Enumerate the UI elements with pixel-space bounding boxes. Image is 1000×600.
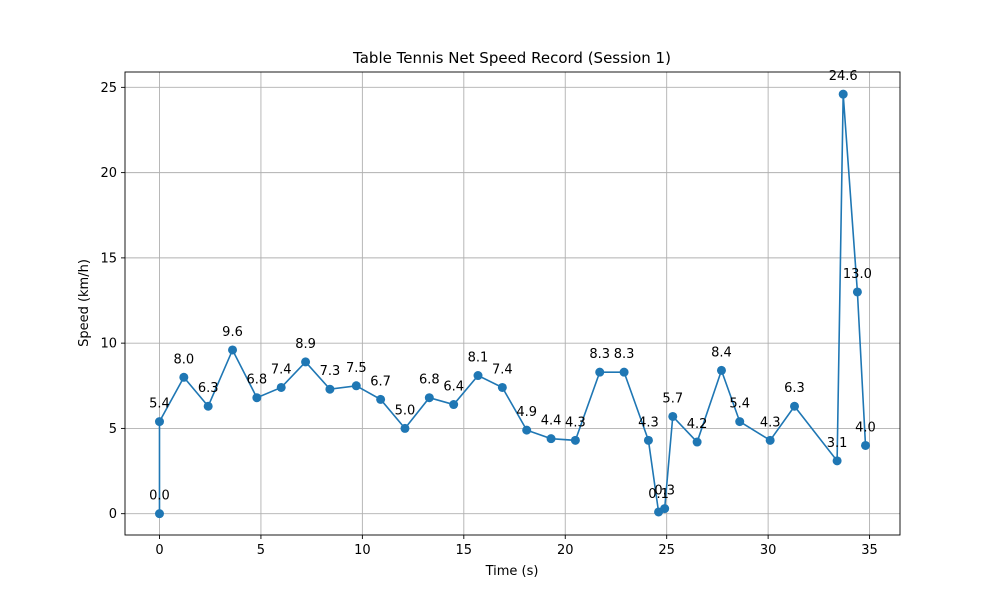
y-tick-label: 10 <box>100 337 117 352</box>
data-point <box>228 345 238 355</box>
data-point <box>546 434 556 444</box>
data-point <box>473 371 483 381</box>
data-label: 4.2 <box>687 417 708 432</box>
data-point <box>832 456 842 466</box>
data-label: 5.7 <box>662 391 683 406</box>
data-label: 0.0 <box>149 489 170 504</box>
data-point <box>838 89 848 99</box>
data-label: 8.1 <box>468 351 489 366</box>
data-point <box>252 393 262 403</box>
x-tick-label: 5 <box>257 543 265 558</box>
data-point <box>154 417 164 427</box>
y-axis-label: Speed (km/h) <box>77 259 92 347</box>
data-point <box>179 372 189 382</box>
data-point <box>660 504 670 514</box>
data-point <box>852 287 862 297</box>
series-line-layer <box>158 94 867 514</box>
x-tick-label: 0 <box>155 543 163 558</box>
x-tick-label: 10 <box>354 543 371 558</box>
grid-lines <box>125 72 900 535</box>
data-label: 6.7 <box>370 374 391 389</box>
y-tick-label: 15 <box>100 251 117 266</box>
data-label: 5.0 <box>395 403 416 418</box>
data-point <box>424 393 434 403</box>
data-label: 7.5 <box>346 361 367 376</box>
data-point <box>325 384 335 394</box>
data-label: 4.0 <box>855 420 876 435</box>
data-point <box>351 381 361 391</box>
data-label: 0.1 <box>648 487 669 502</box>
data-point <box>668 411 678 421</box>
data-labels: 0.05.48.06.39.66.87.48.97.3 7.56.75.06.8 6… <box>149 69 876 504</box>
data-label: 6.8 <box>419 373 440 388</box>
data-label: 0.3 <box>654 484 675 499</box>
data-label: 8.3 <box>614 347 635 362</box>
data-point <box>619 367 629 377</box>
y-tick-label: 25 <box>100 81 117 96</box>
data-point <box>522 425 532 435</box>
data-point <box>861 440 871 450</box>
data-label: 4.3 <box>760 415 781 430</box>
data-point <box>790 401 800 411</box>
data-point <box>643 435 653 445</box>
chart-title: Table Tennis Net Speed Record (Session 1… <box>352 49 671 67</box>
data-point <box>276 382 286 392</box>
data-label: 13.0 <box>843 267 872 282</box>
data-point <box>376 394 386 404</box>
data-point <box>735 417 745 427</box>
data-label: 4.3 <box>565 415 586 430</box>
x-tick-label: 20 <box>557 543 574 558</box>
data-point <box>692 437 702 447</box>
data-point <box>203 401 213 411</box>
data-point <box>449 400 459 410</box>
plot-frame <box>124 71 901 536</box>
data-label: 8.9 <box>295 337 316 352</box>
data-label: 7.4 <box>271 362 292 377</box>
data-label: 5.4 <box>149 397 170 412</box>
x-tick-label: 15 <box>456 543 473 558</box>
data-point <box>497 382 507 392</box>
data-label: 7.4 <box>492 362 513 377</box>
data-label: 24.6 <box>829 69 858 84</box>
data-label: 8.4 <box>711 345 732 360</box>
data-point <box>765 435 775 445</box>
data-label: 7.3 <box>320 364 341 379</box>
data-point <box>570 435 580 445</box>
x-tick-label: 30 <box>760 543 777 558</box>
data-label: 6.3 <box>784 381 805 396</box>
data-label: 9.6 <box>222 325 243 340</box>
series-line <box>158 94 867 514</box>
y-tick-label: 5 <box>109 422 117 437</box>
data-points <box>154 89 871 519</box>
x-tick-label: 35 <box>861 543 878 558</box>
data-point <box>400 423 410 433</box>
data-point <box>301 357 311 367</box>
y-tick-label: 20 <box>100 166 117 181</box>
data-label: 8.0 <box>173 352 194 367</box>
data-point <box>595 367 605 377</box>
data-label: 4.3 <box>638 415 659 430</box>
data-point <box>154 509 164 519</box>
data-label: 8.3 <box>589 347 610 362</box>
axis-ticks: 0 5 10 15 20 25 30 35 0 5 10 15 20 25 <box>100 81 877 558</box>
x-tick-label: 25 <box>658 543 675 558</box>
data-label: 6.8 <box>247 373 268 388</box>
data-label: 6.4 <box>443 380 464 395</box>
data-label: 4.4 <box>541 414 562 429</box>
data-point <box>716 365 726 375</box>
data-label: 3.1 <box>827 436 848 451</box>
data-label: 5.4 <box>729 397 750 412</box>
data-label: 6.3 <box>198 381 219 396</box>
x-axis-label: Time (s) <box>485 564 539 579</box>
y-tick-label: 0 <box>109 507 117 522</box>
data-label: 4.9 <box>516 405 537 420</box>
